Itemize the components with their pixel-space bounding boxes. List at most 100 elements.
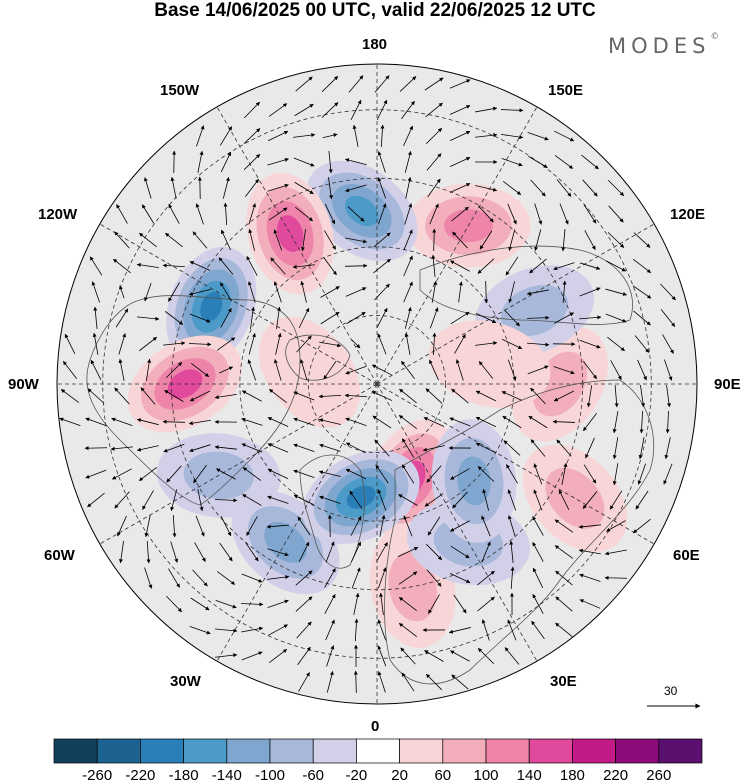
wind-vector [324,593,336,614]
wind-vector [508,229,516,252]
wind-vector [431,280,438,303]
wind-vector [223,202,228,226]
wind-vector [197,489,204,512]
wind-vector [606,520,626,532]
wind-vector [664,359,673,381]
wind-vector [293,469,315,478]
colorbar-tick-label: 60 [434,767,451,783]
wind-vector [450,468,470,480]
wind-vector [220,308,232,328]
wind-vector [321,102,339,118]
wind-vector [449,183,471,193]
wind-vector [663,463,673,485]
wind-vector [275,332,282,355]
wind-vector [558,489,570,511]
wind-vector [296,335,312,353]
wind-vector [458,281,463,303]
wind-vector [168,203,180,224]
wind-vector [449,130,471,142]
wind-vector [475,390,497,402]
wind-vector [612,411,619,434]
wind-vector [553,366,575,375]
wind-vector [504,647,520,665]
meridian-line [99,383,378,545]
wind-vector [214,393,237,400]
lon-label-90e: 90E [714,376,741,393]
wind-vector [188,288,211,296]
meridian-line [376,383,538,662]
wind-vector [345,287,367,297]
wind-vector [215,653,238,658]
wind-vector [579,573,601,582]
wind-vector [92,332,99,355]
wind-vector [165,232,183,248]
wind-vector [429,359,439,381]
wind-vector [214,498,238,503]
wind-vector [89,256,103,276]
wind-vector [475,106,498,113]
wind-vector [450,520,470,532]
wind-vector [141,204,155,224]
wind-vector [345,442,366,454]
wind-vector [300,280,307,303]
wind-vector [319,341,342,348]
wind-vector [353,592,360,615]
wind-vector [143,177,152,199]
wind-vector [478,361,494,379]
wind-vector [553,262,575,271]
wind-vector [475,133,498,138]
wind-vector [194,542,206,562]
wind-vector [166,595,182,613]
wind-vector [397,546,419,558]
wind-vector [267,443,289,453]
wind-vector [346,311,366,325]
wind-vector [501,158,523,167]
wind-vector [165,361,183,379]
wind-vector [140,387,156,405]
wind-vector [401,672,415,692]
wind-vector [554,545,574,559]
wind-vector [399,76,417,92]
wind-vector [584,230,596,250]
wind-vector [374,75,390,93]
lon-label-60w: 60W [44,547,75,564]
wind-vector [404,150,412,173]
colorbar-tick-label: -180 [169,767,199,783]
map-outline [56,63,698,705]
lon-label-30e: 30E [550,673,577,690]
colorbar-swatch [658,738,703,764]
wind-vector [93,306,98,329]
wind-vector [319,495,341,504]
meridian-line [376,383,655,545]
colorbar-swatch [399,738,444,764]
wind-vector [555,622,573,638]
map-title: Base 14/06/2025 00 UTC, valid 22/06/2025… [154,0,596,21]
wind-vector [267,417,289,427]
wind-vector [554,155,574,169]
wind-vector [293,494,315,506]
wind-vector [666,385,671,408]
wind-vector [347,206,365,222]
wind-vector [324,230,336,250]
wind-vector [398,494,418,506]
wind-vector [295,596,313,612]
wind-vector [448,627,471,634]
wind-vector [481,541,491,563]
colorbar-swatch [442,738,487,764]
wind-vector [639,410,644,434]
wind-vector [401,100,415,120]
wind-vector [637,463,646,485]
wind-vector [532,516,544,536]
wind-vector [142,490,154,510]
wind-vector [426,153,442,171]
wind-vector [561,229,566,252]
wind-vector [242,494,262,506]
wind-vector [296,621,312,639]
wind-vector [425,673,443,691]
wind-vector [398,571,418,585]
wind-vector [118,541,124,564]
wind-vector [298,541,310,563]
wind-vector [553,390,574,402]
colorbar-swatch [356,738,400,764]
wind-vector [533,463,543,485]
